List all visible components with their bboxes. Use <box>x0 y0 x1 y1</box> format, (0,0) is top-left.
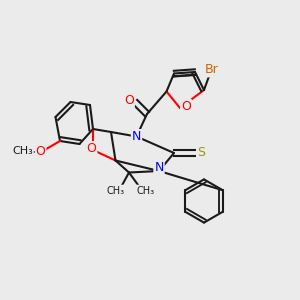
Text: CH₃: CH₃ <box>136 185 154 196</box>
Text: CH₃: CH₃ <box>12 146 33 157</box>
Text: N: N <box>132 130 141 143</box>
Text: CH₃: CH₃ <box>106 185 124 196</box>
Text: O: O <box>124 94 134 107</box>
Text: N: N <box>154 161 164 174</box>
Text: Br: Br <box>205 63 218 76</box>
Text: S: S <box>197 146 205 160</box>
Text: O: O <box>181 100 191 113</box>
Text: O: O <box>87 142 96 155</box>
Text: O: O <box>36 145 45 158</box>
